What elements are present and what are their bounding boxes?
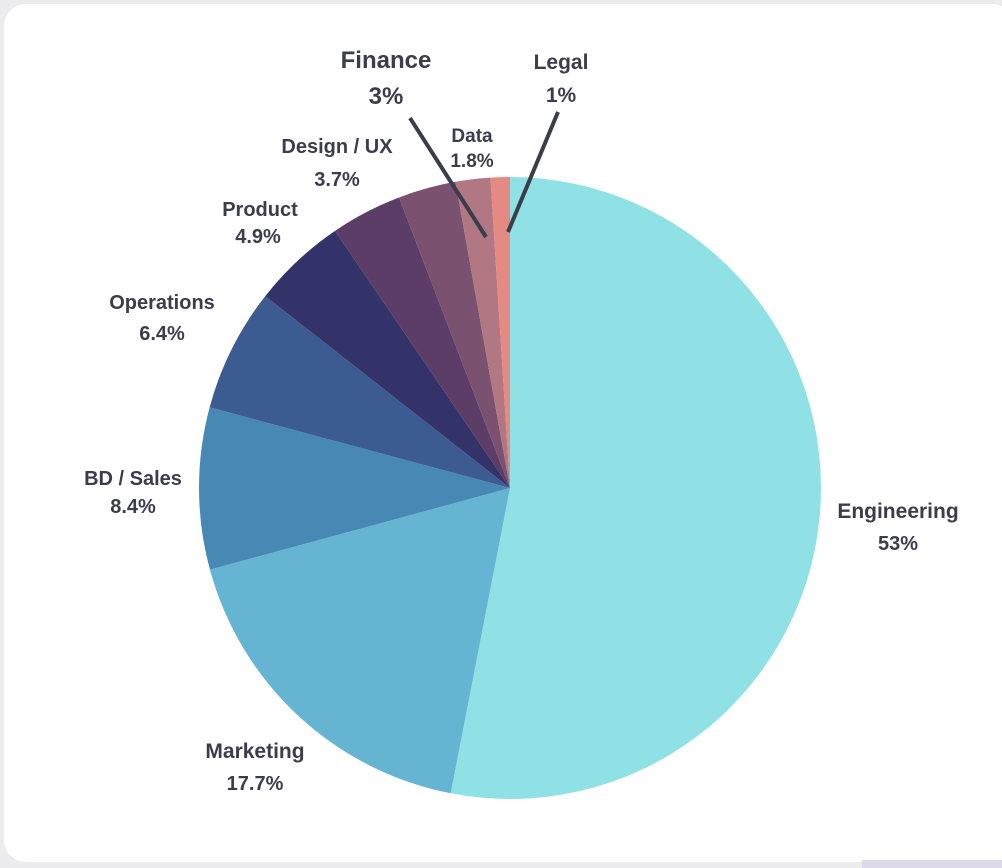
pie-slice-legal [490,177,510,488]
slice-label-operations: Operations [109,292,215,314]
pie-slice-engineering [450,177,821,799]
slice-value-design-ux: 3.7% [314,169,360,191]
slice-value-bd-sales: 8.4% [110,496,156,518]
slice-value-legal: 1% [546,84,577,107]
slice-label-product: Product [222,199,298,221]
slice-label-legal: Legal [534,51,589,74]
slice-value-finance: 3% [369,83,404,110]
slice-value-marketing: 17.7% [227,773,284,795]
leader-line-finance [408,116,488,239]
pie-slice-finance [399,181,510,488]
slice-label-data: Data [451,126,493,147]
slice-label-finance: Finance [341,47,432,74]
pie-slice-marketing [209,488,511,794]
pie-slice-operations [209,296,510,488]
pie-slice-data [455,177,510,489]
pie-slices [199,177,821,799]
slice-label-marketing: Marketing [205,740,304,763]
leader-lines [408,111,560,239]
slice-label-bd-sales: BD / Sales [84,468,182,490]
slice-value-product: 4.9% [235,226,281,248]
pie-slice-product [265,230,510,488]
slice-label-engineering: Engineering [837,500,958,523]
slice-value-operations: 6.4% [139,323,185,345]
slice-value-data: 1.8% [450,151,493,172]
slice-labels: Engineering 53% Marketing 17.7% BD / Sal… [84,47,959,795]
pie-slice-bd-sales [199,407,510,570]
slice-label-design-ux: Design / UX [281,136,393,158]
background-decoration [862,860,1002,868]
pie-slice-design-ux [335,197,510,488]
slice-value-engineering: 53% [878,533,918,555]
leader-line-legal [506,111,560,233]
